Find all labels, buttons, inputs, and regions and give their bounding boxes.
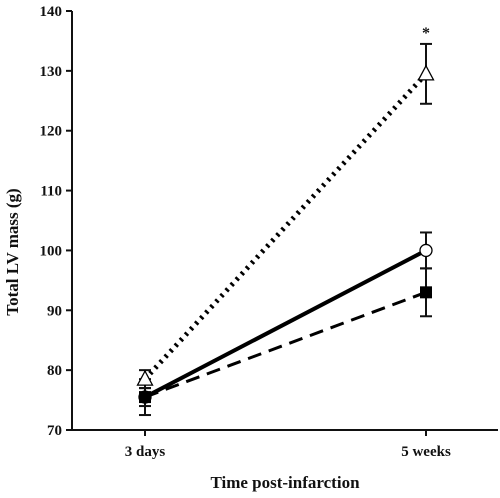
y-tick-label: 120 <box>40 124 63 140</box>
y-tick-label: 110 <box>40 184 62 200</box>
y-tick-label: 130 <box>40 64 63 80</box>
y-tick-label: 140 <box>40 4 63 20</box>
series-line-solid <box>144 248 427 399</box>
y-tick-label: 100 <box>40 243 63 259</box>
data-point-circle <box>419 243 433 258</box>
plot-area: 70 80 90 100 110 120 130 140 3 days 5 weeks * <box>40 4 498 460</box>
y-tick-label: 70 <box>47 423 62 439</box>
x-axis-title: Time post-infarction <box>210 473 360 492</box>
data-point-square <box>420 286 432 299</box>
significance-marker: * <box>422 25 430 42</box>
y-tick-label: 80 <box>47 363 62 379</box>
x-tick-label: 3 days <box>125 444 166 460</box>
data-point-square <box>139 391 151 404</box>
x-tick-label: 5 weeks <box>401 444 451 460</box>
y-tick-label: 90 <box>47 303 62 319</box>
data-point-triangle <box>417 64 435 81</box>
series-line-dotted <box>143 72 428 381</box>
y-axis-title: Total LV mass (g) <box>3 188 22 315</box>
data-point-triangle <box>136 369 154 386</box>
series-line-dashed <box>144 290 427 399</box>
